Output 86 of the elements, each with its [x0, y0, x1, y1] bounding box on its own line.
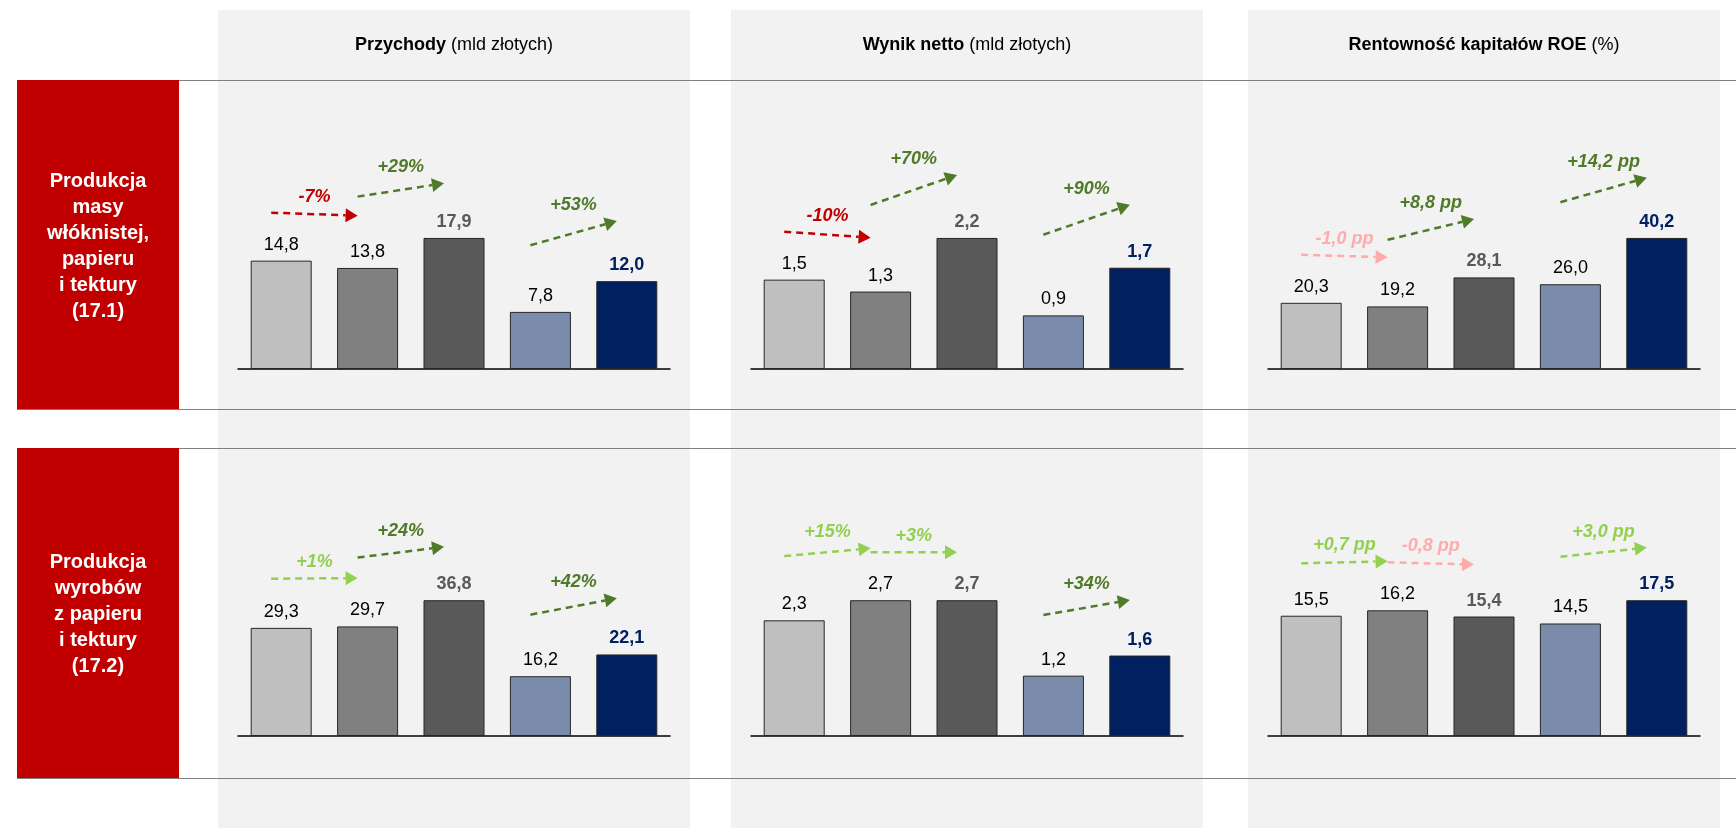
bar — [596, 654, 658, 736]
chart-subtitle: (mld złotych) — [968, 34, 1072, 54]
data-label: 29,7 — [350, 599, 386, 620]
bar — [250, 260, 312, 369]
text: +53% — [550, 194, 597, 215]
data-label: 1,5 — [781, 252, 807, 273]
data-label: 12,0 — [609, 254, 645, 275]
bar — [850, 600, 912, 736]
text: +14,2 pp — [1567, 150, 1640, 171]
data-label: 36,8 — [436, 573, 472, 594]
data-label: 29,3 — [263, 600, 299, 621]
data-label: 19,2 — [1380, 279, 1416, 300]
data-label: 22,1 — [609, 627, 645, 648]
y-axis-title: Produkcja wyrobów z papieru i tektury (17.2) — [49, 549, 147, 678]
data-label: 0,9 — [1040, 288, 1066, 309]
bar — [1109, 655, 1171, 736]
bar — [1539, 623, 1601, 736]
data-label: 20,3 — [1293, 275, 1329, 296]
annotation: -1,0 pp — [1315, 227, 1374, 248]
text: +8,8 pp — [1399, 191, 1463, 212]
bar — [423, 237, 485, 369]
text: +29% — [377, 156, 425, 177]
text: -10% — [806, 204, 849, 225]
text: +70% — [890, 147, 938, 168]
bar — [337, 626, 399, 736]
data-label: 2,2 — [954, 210, 980, 231]
data-label: 28,1 — [1466, 250, 1502, 271]
text: +0,7 pp — [1313, 534, 1376, 555]
data-label: 1,6 — [1127, 628, 1153, 649]
data-label: 14,8 — [263, 233, 299, 254]
text: +42% — [550, 571, 597, 592]
bar — [337, 267, 399, 369]
chart-title: Wynik netto — [862, 34, 965, 54]
bar — [763, 620, 825, 736]
chart-subtitle: (mld złotych) — [450, 34, 554, 54]
data-label: 15,5 — [1293, 588, 1329, 609]
chart-subtitle: (%) — [1590, 34, 1620, 54]
data-label: 2,7 — [868, 573, 894, 594]
text: +3% — [895, 525, 933, 546]
text: +3,0 pp — [1572, 520, 1635, 541]
bar — [1539, 284, 1601, 369]
bar — [250, 627, 312, 736]
bar — [1367, 306, 1429, 369]
data-label: 15,4 — [1466, 589, 1502, 610]
text: +15% — [804, 521, 851, 542]
y-axis-title: Produkcja masy włóknistej, papieru i tektury (17.1) — [46, 167, 150, 323]
bar — [596, 281, 658, 369]
bar — [1367, 610, 1429, 736]
data-label: 1,2 — [1040, 648, 1066, 669]
data-label: 14,5 — [1552, 596, 1588, 617]
bar — [1280, 302, 1342, 369]
data-label: 17,5 — [1639, 573, 1675, 594]
bar — [1626, 600, 1688, 736]
data-label: 26,0 — [1552, 257, 1588, 278]
bar — [1626, 237, 1688, 369]
data-label: 1,7 — [1127, 240, 1153, 261]
data-label: 2,7 — [954, 573, 980, 594]
chart-title: Przychody — [354, 34, 446, 54]
bar — [1453, 616, 1515, 736]
data-label: 13,8 — [350, 240, 386, 261]
bar — [1109, 267, 1171, 369]
bar — [936, 600, 998, 736]
text: +24% — [377, 519, 425, 540]
bar — [850, 291, 912, 369]
data-label: 17,9 — [436, 210, 472, 231]
bar — [1022, 675, 1084, 736]
data-label: 16,2 — [522, 649, 558, 670]
data-label: 1,3 — [868, 264, 894, 285]
data-label: 40,2 — [1639, 210, 1675, 231]
data-label: 16,2 — [1380, 583, 1416, 604]
bar — [1280, 615, 1342, 736]
text: -0,8 pp — [1401, 535, 1460, 556]
bar — [763, 279, 825, 369]
text: +90% — [1063, 177, 1110, 198]
bar — [1453, 277, 1515, 369]
data-label: 7,8 — [527, 284, 553, 305]
text: +1% — [296, 551, 333, 572]
bar — [423, 600, 485, 736]
bar — [1022, 315, 1084, 369]
bar — [509, 311, 571, 369]
text: +34% — [1063, 573, 1110, 594]
chart-title: Rentowność kapitałów ROE — [1348, 34, 1587, 54]
data-label: 2,3 — [781, 593, 807, 614]
bar — [509, 676, 571, 736]
bar — [936, 237, 998, 369]
text: -7% — [298, 185, 331, 206]
